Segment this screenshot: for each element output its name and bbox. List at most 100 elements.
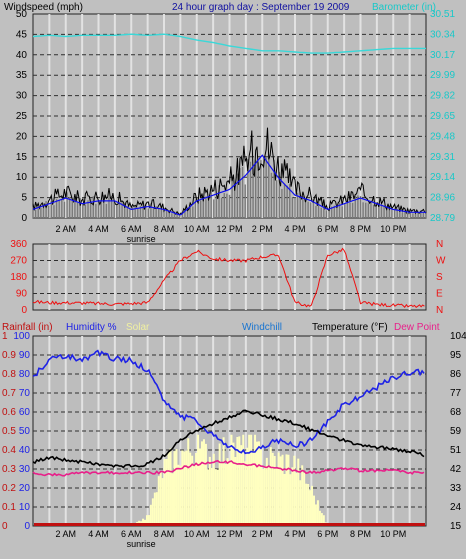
wind-panel: 0 5 10 15 20 25 30 35 40 45 50 28.79 28.96 29.14 29.31… (16, 9, 456, 234)
x-tick-label: 8 AM (154, 529, 175, 539)
humidity-tick-label: 50 (19, 426, 31, 437)
barometer-tick-label: 29.31 (430, 152, 455, 163)
rainfall-axis-label: Rainfall (in) (2, 322, 53, 333)
solar-axis-label: Solar (126, 322, 150, 333)
barometer-tick-label: 29.99 (430, 70, 455, 81)
direction-tick-label: 0 (21, 305, 27, 316)
compass-tick-label: E (436, 289, 443, 300)
barometer-tick-label: 28.79 (430, 213, 455, 224)
temperature-tick-label: 42 (450, 464, 462, 475)
dewpoint-line (32, 459, 425, 477)
humidity-tick-label: 30 (19, 464, 31, 475)
x-tick-label: 2 AM (55, 224, 76, 234)
x-tick-label: 8 PM (350, 529, 371, 539)
humidity-tick-label: 100 (13, 331, 30, 342)
rainfall-tick-label: 0.5 (2, 426, 16, 437)
windspeed-tick-label: 45 (16, 29, 28, 40)
rainfall-tick-label: 0.3 (2, 464, 16, 475)
windspeed-tick-label: 25 (16, 111, 28, 122)
direction-tick-label: 270 (10, 256, 27, 267)
compass-tick-label: S (436, 272, 443, 283)
sunrise-label: sunrise (127, 234, 156, 244)
humidity-tick-label: 80 (19, 369, 31, 380)
direction-tick-label: 180 (10, 272, 27, 283)
x-tick-label: 8 PM (350, 224, 371, 234)
barometer-line (32, 33, 426, 54)
compass-tick-label: W (436, 256, 446, 267)
x-tick-label: 10 AM (184, 224, 210, 234)
x-tick-label: 10 PM (380, 529, 406, 539)
windspeed-tick-label: 15 (16, 152, 28, 163)
sunrise-label: sunrise (127, 539, 156, 549)
barometer-tick-label: 29.65 (430, 111, 455, 122)
x-tick-label: 12 PM (216, 224, 242, 234)
x-tick-label: 2 AM (55, 529, 76, 539)
x-tick-label: 8 AM (154, 224, 175, 234)
temperature-tick-label: 24 (450, 502, 462, 513)
temperature-axis-label: Temperature (°F) (312, 322, 388, 333)
temperature-line (32, 409, 425, 469)
rainfall-tick-label: 0.6 (2, 407, 16, 418)
temperature-tick-label: 77 (450, 388, 462, 399)
rainfall-bar (34, 523, 425, 526)
rainfall-tick-label: 0.4 (2, 445, 16, 456)
compass-tick-label: N (436, 305, 443, 316)
rainfall-tick-label: 0.9 (2, 350, 16, 361)
humidity-tick-label: 90 (19, 350, 31, 361)
barometer-tick-label: 29.82 (430, 91, 455, 102)
x-tick-label: 2 PM (252, 529, 273, 539)
direction-tick-label: 90 (16, 289, 28, 300)
x-tick-label: 6 PM (317, 224, 338, 234)
rainfall-tick-label: 0.7 (2, 388, 16, 399)
x-tick-label: 6 AM (121, 224, 142, 234)
wind-average-line (32, 154, 426, 216)
temperature-tick-label: 59 (450, 426, 462, 437)
humidity-tick-label: 20 (19, 483, 31, 494)
rainfall-tick-label: 0.1 (2, 502, 16, 513)
x-tick-label: 2 PM (252, 224, 273, 234)
chart-title: 24 hour graph day : September 19 2009 (172, 2, 350, 13)
barometer-axis-label: Barometer (in) (372, 2, 436, 13)
humidity-tick-label: 60 (19, 407, 31, 418)
direction-tick-label: 360 (10, 239, 27, 250)
humidity-tick-label: 10 (19, 502, 31, 513)
temperature-tick-label: 51 (450, 445, 462, 456)
windchill-axis-label: Windchill (242, 322, 282, 333)
humidity-tick-label: 40 (19, 445, 31, 456)
x-tick-label: 12 PM (216, 529, 242, 539)
humidity-line (32, 349, 425, 455)
temperature-tick-label: 86 (450, 369, 462, 380)
windspeed-tick-label: 5 (21, 193, 27, 204)
barometer-tick-label: 30.51 (430, 9, 455, 20)
barometer-tick-label: 28.96 (430, 193, 455, 204)
x-tick-label: 6 PM (317, 529, 338, 539)
barometer-tick-label: 29.48 (430, 131, 455, 142)
windspeed-tick-label: 10 (16, 172, 28, 183)
temperature-tick-label: 104 (450, 331, 466, 342)
windspeed-axis-label: Windspeed (mph) (4, 2, 83, 13)
wind-direction-line (32, 247, 425, 308)
windspeed-tick-label: 40 (16, 50, 28, 61)
rainfall-tick-label: 1 (2, 331, 8, 342)
rainfall-tick-label: 0.2 (2, 483, 16, 494)
x-tick-label: 4 AM (88, 224, 109, 234)
x-tick-label: 10 AM (184, 529, 210, 539)
barometer-tick-label: 30.34 (430, 29, 455, 40)
x-tick-label: 4 PM (284, 529, 305, 539)
temperature-tick-label: 33 (450, 483, 462, 494)
temperature-panel: 00.10.20.30.40.50.60.70.80.9101020304050… (2, 331, 466, 539)
dewpoint-axis-label: Dew Point (394, 322, 440, 333)
windspeed-tick-label: 0 (21, 213, 27, 224)
windspeed-tick-label: 50 (16, 9, 28, 20)
temperature-tick-label: 68 (450, 407, 462, 418)
humidity-tick-label: 70 (19, 388, 31, 399)
x-tick-label: 6 AM (121, 529, 142, 539)
barometer-tick-label: 30.17 (430, 50, 455, 61)
x-tick-label: 4 AM (88, 529, 109, 539)
x-tick-label: 10 PM (380, 224, 406, 234)
x-tick-label: 4 PM (284, 224, 305, 234)
humidity-tick-label: 0 (24, 521, 30, 532)
